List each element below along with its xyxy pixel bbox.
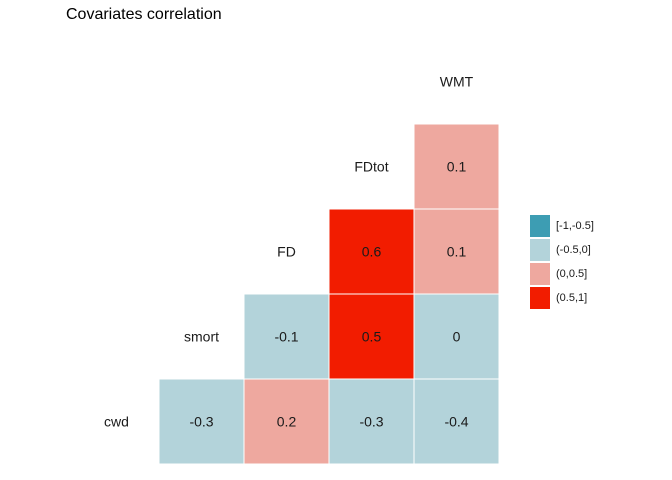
heatmap-cell [243,293,330,380]
variable-label: cwd [104,414,129,430]
legend-item: (0,0.5] [530,262,594,286]
cell-value-label: -0.1 [274,329,298,345]
legend-key [530,215,550,237]
heatmap-cell [413,123,500,210]
heatmap-cell [328,293,415,380]
cell-value-label: -0.3 [189,414,213,430]
variable-label: FD [277,244,296,260]
variable-label: smort [184,329,219,345]
variable-label: WMT [440,74,474,90]
cell-value-label: 0.5 [362,329,382,345]
variable-label: FDtot [354,159,388,175]
heatmap-cell [413,378,500,465]
legend-key [530,263,550,285]
legend: [-1,-0.5] (-0.5,0] (0,0.5] (0.5,1] [530,214,594,310]
cell-value-label: 0.6 [362,244,382,260]
legend-key [530,239,550,261]
chart-title: Covariates correlation [66,6,222,23]
legend-key [530,287,550,309]
legend-label: [-1,-0.5] [556,220,594,232]
heatmap-cell [413,208,500,295]
cell-value-label: -0.4 [444,414,468,430]
cell-value-label: 0.2 [277,414,297,430]
legend-label: (-0.5,0] [556,244,591,256]
heatmap-cell [413,293,500,380]
legend-item: (-0.5,0] [530,238,594,262]
legend-label: (0,0.5] [556,268,588,280]
cell-value-label: 0 [453,329,461,345]
legend-item: [-1,-0.5] [530,214,594,238]
legend-item: (0.5,1] [530,286,594,310]
cell-value-label: -0.3 [359,414,383,430]
cell-value-label: 0.1 [447,159,467,175]
cell-value-label: 0.1 [447,244,467,260]
legend-label: (0.5,1] [556,292,588,304]
